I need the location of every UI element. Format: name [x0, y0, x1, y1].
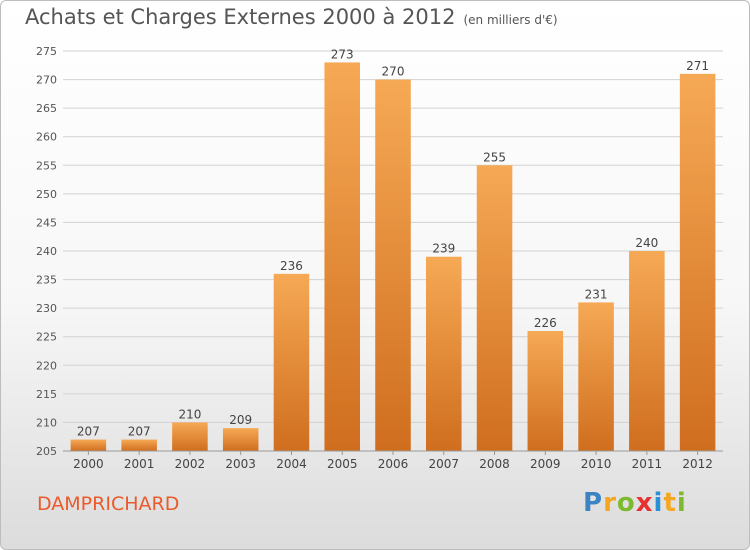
x-tick-label: 2008: [479, 457, 510, 471]
bar-2009: [527, 331, 564, 451]
x-tick-label: 2002: [175, 457, 206, 471]
y-tick-label: 225: [36, 331, 57, 344]
data-label: 207: [128, 425, 151, 439]
x-tick-label: 2005: [327, 457, 358, 471]
y-tick-label: 210: [36, 416, 57, 429]
y-tick-label: 250: [36, 188, 57, 201]
data-labels: 207 207 210 209 236 273 270 239 255 226 231 240 271: [77, 47, 709, 438]
data-label: 239: [432, 242, 455, 256]
data-label: 209: [229, 413, 252, 427]
logo-letter: x: [635, 488, 654, 518]
bar-2010: [578, 302, 614, 451]
y-tick-label: 240: [36, 245, 57, 258]
bar-2005: [324, 62, 360, 452]
data-label: 255: [483, 150, 506, 164]
chart-title-text: Achats et Charges Externes 2000 à 2012: [25, 5, 456, 29]
x-tick-label: 2001: [124, 457, 155, 471]
data-label: 271: [686, 59, 709, 73]
logo-letter: r: [603, 488, 617, 518]
y-tick-label: 270: [36, 74, 57, 87]
chart-title: Achats et Charges Externes 2000 à 2012 (e…: [25, 5, 558, 29]
x-tick-label: 2009: [530, 457, 561, 471]
y-tick-label: 265: [36, 102, 57, 115]
y-tick-label: 205: [36, 445, 57, 458]
logo-letter: o: [616, 488, 636, 518]
x-tick-label: 2004: [276, 457, 307, 471]
data-label: 273: [331, 47, 354, 61]
bar-2008: [476, 165, 513, 452]
x-tick-label: 2010: [581, 457, 612, 471]
x-tick-label: 2000: [73, 457, 104, 471]
data-label: 240: [635, 236, 658, 250]
bar-2006: [375, 79, 411, 452]
y-tick-label: 220: [36, 359, 57, 372]
x-tick-label: 2011: [632, 457, 663, 471]
logo-letter: i: [653, 488, 664, 518]
y-tick-label: 275: [36, 45, 57, 58]
bar-2011: [629, 251, 665, 451]
bar-2004: [273, 273, 310, 451]
bars: [70, 62, 716, 452]
data-label: 231: [585, 287, 608, 301]
data-label: 207: [77, 425, 100, 439]
y-tick-label: 260: [36, 131, 57, 144]
bar-2007: [426, 256, 462, 451]
data-label: 210: [178, 407, 201, 421]
y-axis-ticks: 205 210 215 220 225 230 235 240 245 250 255 260 265 2…: [36, 45, 57, 458]
x-tick-label: 2006: [378, 457, 409, 471]
y-tick-label: 245: [36, 216, 57, 229]
chart-unit-label: (en milliers d'€): [463, 13, 558, 27]
bar-2002: [172, 422, 208, 451]
y-tick-label: 230: [36, 302, 57, 315]
x-tick-label: 2012: [682, 457, 713, 471]
data-label: 226: [534, 316, 557, 330]
data-label: 236: [280, 259, 303, 273]
logo-letter: t: [663, 488, 677, 518]
y-tick-label: 215: [36, 388, 57, 401]
y-tick-label: 235: [36, 274, 57, 287]
x-tick-label: 2007: [428, 457, 459, 471]
x-axis-ticks: 2000 2001 2002 2003 2004 2005 2006 2007 2008 2009…: [73, 451, 713, 471]
commune-name: DAMPRICHARD: [37, 493, 180, 515]
x-tick-label: 2003: [225, 457, 256, 471]
logo-letter: P: [583, 488, 604, 518]
bar-2012: [679, 73, 716, 451]
bar-2001: [121, 439, 157, 451]
proxiti-logo: Proxiti: [583, 488, 687, 518]
bar-2000: [70, 439, 107, 451]
logo-letter: i: [676, 488, 687, 518]
y-tick-label: 255: [36, 159, 57, 172]
bar-2003: [222, 428, 259, 451]
data-label: 270: [382, 65, 405, 79]
